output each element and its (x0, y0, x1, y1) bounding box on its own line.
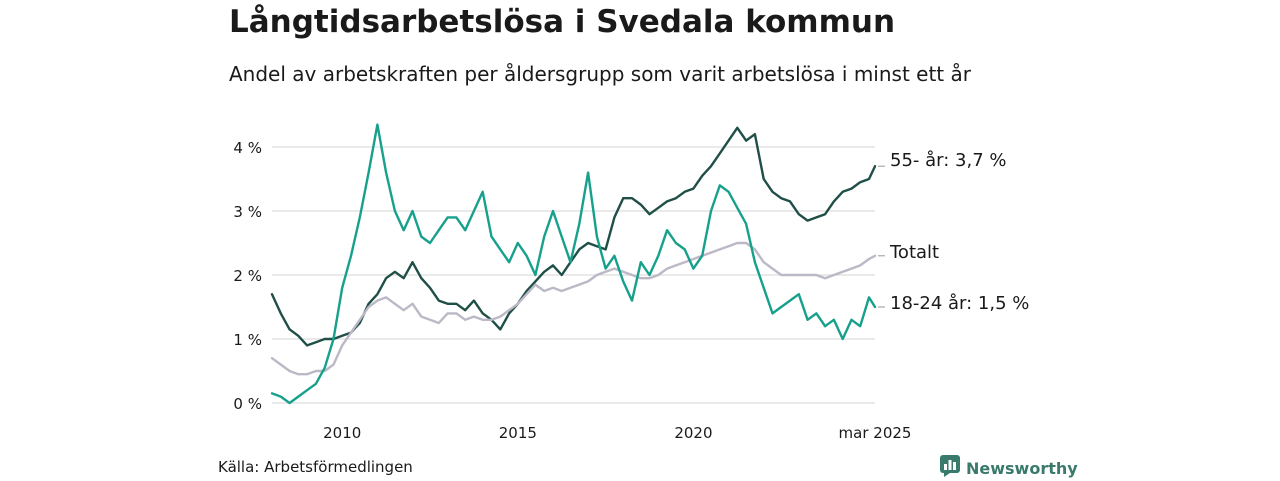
bar-chart-logo-icon (940, 455, 960, 481)
axis-layer: 0 % 1 % 2 % 3 % 4 % 2010 2015 2020 mar 2025 (233, 139, 911, 442)
series-line (270, 241, 877, 376)
source-note: Källa: Arbetsförmedlingen (218, 458, 413, 476)
y-tick-label: 1 % (233, 331, 262, 349)
y-tick-label: 3 % (233, 203, 262, 221)
y-tick-label: 0 % (233, 395, 262, 413)
x-tick-label: 2010 (323, 424, 361, 442)
chart-subtitle: Andel av arbetskraften per åldersgrupp s… (229, 62, 971, 86)
series-line (270, 126, 877, 347)
series-end-label: 55- år: 3,7 % (890, 150, 1006, 171)
x-tick-label: 2015 (499, 424, 537, 442)
end-label-layer: 55- år: 3,7 % Totalt 18-24 år: 1,5 % (878, 150, 1029, 314)
brand[interactable]: Newsworthy (940, 455, 1078, 481)
x-tick-label: 2020 (674, 424, 712, 442)
y-tick-label: 4 % (233, 139, 262, 157)
chart-title: Långtidsarbetslösa i Svedala kommun (229, 4, 896, 40)
series-layer (270, 123, 877, 405)
y-tick-label: 2 % (233, 267, 262, 285)
series-line (270, 123, 877, 405)
brand-name: Newsworthy (966, 458, 1078, 478)
series-end-label: Totalt (889, 242, 939, 263)
x-tick-label: mar 2025 (839, 424, 912, 442)
series-end-label: 18-24 år: 1,5 % (890, 293, 1029, 314)
